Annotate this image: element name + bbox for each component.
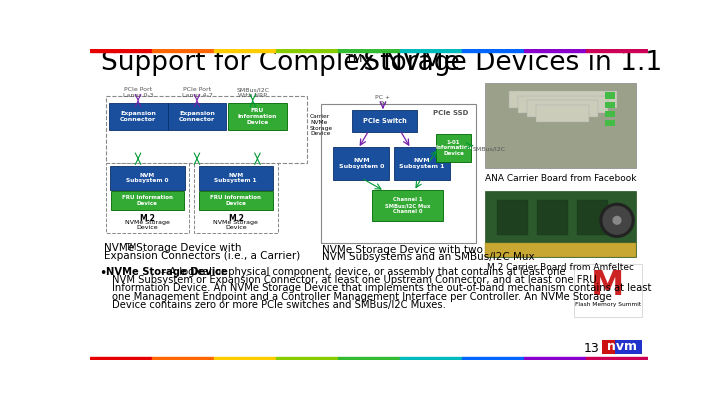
Text: FRU Information
Device: FRU Information Device (122, 195, 173, 206)
Text: Flash Memory Summit: Flash Memory Summit (575, 302, 641, 307)
FancyBboxPatch shape (485, 243, 636, 256)
FancyBboxPatch shape (106, 162, 189, 233)
Text: •: • (99, 267, 107, 280)
Bar (400, 356, 462, 360)
FancyBboxPatch shape (228, 102, 287, 130)
Text: FRU
Information
Device: FRU Information Device (238, 108, 277, 125)
Text: 1-01
Information
Device: 1-01 Information Device (435, 140, 472, 156)
FancyBboxPatch shape (606, 92, 615, 99)
FancyBboxPatch shape (606, 102, 615, 108)
FancyBboxPatch shape (111, 191, 184, 210)
FancyBboxPatch shape (194, 162, 277, 233)
FancyBboxPatch shape (485, 191, 636, 256)
Text: PCIe SSD: PCIe SSD (433, 110, 468, 116)
Text: PCIe Switch: PCIe Switch (363, 118, 406, 124)
Bar (152, 356, 214, 360)
Text: Expansion
Connector: Expansion Connector (179, 111, 215, 122)
FancyBboxPatch shape (485, 83, 636, 168)
Text: PCIe Port
Lanes 0-3: PCIe Port Lanes 0-3 (122, 87, 153, 98)
Text: M: M (591, 269, 624, 302)
Text: TM: TM (127, 243, 138, 252)
FancyBboxPatch shape (352, 110, 417, 132)
Bar (214, 356, 276, 360)
FancyBboxPatch shape (527, 100, 598, 117)
Bar (152, 49, 214, 53)
Bar (90, 49, 152, 53)
Text: NVMe Storage
Device: NVMe Storage Device (213, 220, 258, 230)
Bar (214, 49, 276, 53)
FancyBboxPatch shape (536, 105, 589, 122)
FancyBboxPatch shape (199, 166, 273, 190)
Text: ANA Carrier Board from Facebook: ANA Carrier Board from Facebook (485, 174, 636, 183)
Text: Expansion
Connector: Expansion Connector (120, 111, 156, 122)
FancyBboxPatch shape (537, 200, 568, 235)
FancyBboxPatch shape (606, 111, 615, 117)
Text: NVMe Storage Device with two: NVMe Storage Device with two (323, 245, 483, 255)
FancyBboxPatch shape (372, 190, 443, 222)
FancyBboxPatch shape (616, 340, 642, 354)
Bar (586, 49, 648, 53)
Text: Storage Devices in 1.1: Storage Devices in 1.1 (355, 50, 662, 76)
Text: NVMe: NVMe (104, 243, 134, 253)
FancyBboxPatch shape (577, 200, 608, 235)
Bar (276, 356, 338, 360)
Text: Storage Device with: Storage Device with (132, 243, 241, 253)
FancyBboxPatch shape (110, 166, 184, 190)
Text: M.2: M.2 (140, 214, 156, 223)
Circle shape (613, 216, 621, 224)
FancyBboxPatch shape (601, 340, 642, 354)
Bar (338, 356, 400, 360)
Bar (276, 49, 338, 53)
Text: M.2 Carrier Board from Amfeltec: M.2 Carrier Board from Amfeltec (487, 263, 634, 272)
FancyBboxPatch shape (199, 191, 272, 210)
FancyBboxPatch shape (436, 134, 471, 162)
Bar (462, 49, 524, 53)
Text: PCIe Port
Lanes 4-7: PCIe Port Lanes 4-7 (181, 87, 212, 98)
Text: TM: TM (346, 54, 362, 64)
Text: Support for Complex NVMe: Support for Complex NVMe (101, 50, 460, 76)
Text: Expansion Connectors (i.e., a Carrier): Expansion Connectors (i.e., a Carrier) (104, 251, 300, 261)
Text: PC +
Pu: PC + Pu (375, 95, 390, 106)
Text: NVM Subsystems and an SMBus/I2C Mux: NVM Subsystems and an SMBus/I2C Mux (323, 252, 535, 262)
Circle shape (603, 207, 631, 234)
Text: NVM
Subsystem 0: NVM Subsystem 0 (126, 173, 168, 183)
FancyBboxPatch shape (394, 147, 449, 179)
FancyBboxPatch shape (106, 96, 307, 162)
Bar (524, 49, 586, 53)
Text: Channel 1
SMBus/I2C Mux
Channel 0: Channel 1 SMBus/I2C Mux Channel 0 (385, 197, 431, 214)
Text: Device contains zero or more PCIe switches and SMBus/I2C Muxes.: Device contains zero or more PCIe switch… (112, 300, 446, 309)
Text: Carrier
NVMe
Storage
Device: Carrier NVMe Storage Device (310, 114, 333, 136)
FancyBboxPatch shape (574, 264, 642, 317)
FancyBboxPatch shape (497, 200, 528, 235)
Circle shape (600, 203, 634, 237)
FancyBboxPatch shape (333, 147, 389, 179)
Text: NVMe Storage Device: NVMe Storage Device (106, 267, 228, 277)
Text: NVM
Subsystem 1: NVM Subsystem 1 (399, 158, 444, 169)
Bar (400, 49, 462, 53)
FancyBboxPatch shape (168, 102, 226, 130)
Text: NVM
Subsystem 1: NVM Subsystem 1 (215, 173, 257, 183)
Text: Information Device. An NVMe Storage Device that implements the out-of-band mecha: Information Device. An NVMe Storage Devi… (112, 284, 651, 294)
Text: NVMe Storage
Device: NVMe Storage Device (125, 220, 170, 230)
Bar (462, 356, 524, 360)
FancyBboxPatch shape (518, 96, 608, 113)
Bar (90, 356, 152, 360)
Text: M.2: M.2 (228, 214, 243, 223)
Text: 13: 13 (583, 342, 599, 356)
Text: NVM
Subsystem 0: NVM Subsystem 0 (338, 158, 384, 169)
Bar (524, 356, 586, 360)
FancyBboxPatch shape (508, 91, 617, 108)
Bar (586, 356, 648, 360)
Text: SMBus/I2C
With NRP: SMBus/I2C With NRP (236, 87, 269, 98)
Text: one Management Endpoint and a Controller Management Interface per Controller. An: one Management Endpoint and a Controller… (112, 292, 611, 302)
Text: FRU Information
Device: FRU Information Device (210, 195, 261, 206)
FancyBboxPatch shape (321, 104, 476, 243)
Text: NVM Subsystem or Expansion Connector, at least one Upstream Connector, and at le: NVM Subsystem or Expansion Connector, at… (112, 275, 596, 286)
Bar (338, 49, 400, 53)
FancyBboxPatch shape (606, 120, 615, 126)
Text: SMBus/I2C: SMBus/I2C (473, 146, 506, 151)
Text: nvm: nvm (607, 340, 636, 353)
Text: – A logical or physical component, device, or assembly that contains at least on: – A logical or physical component, devic… (158, 267, 566, 277)
FancyBboxPatch shape (109, 102, 168, 130)
